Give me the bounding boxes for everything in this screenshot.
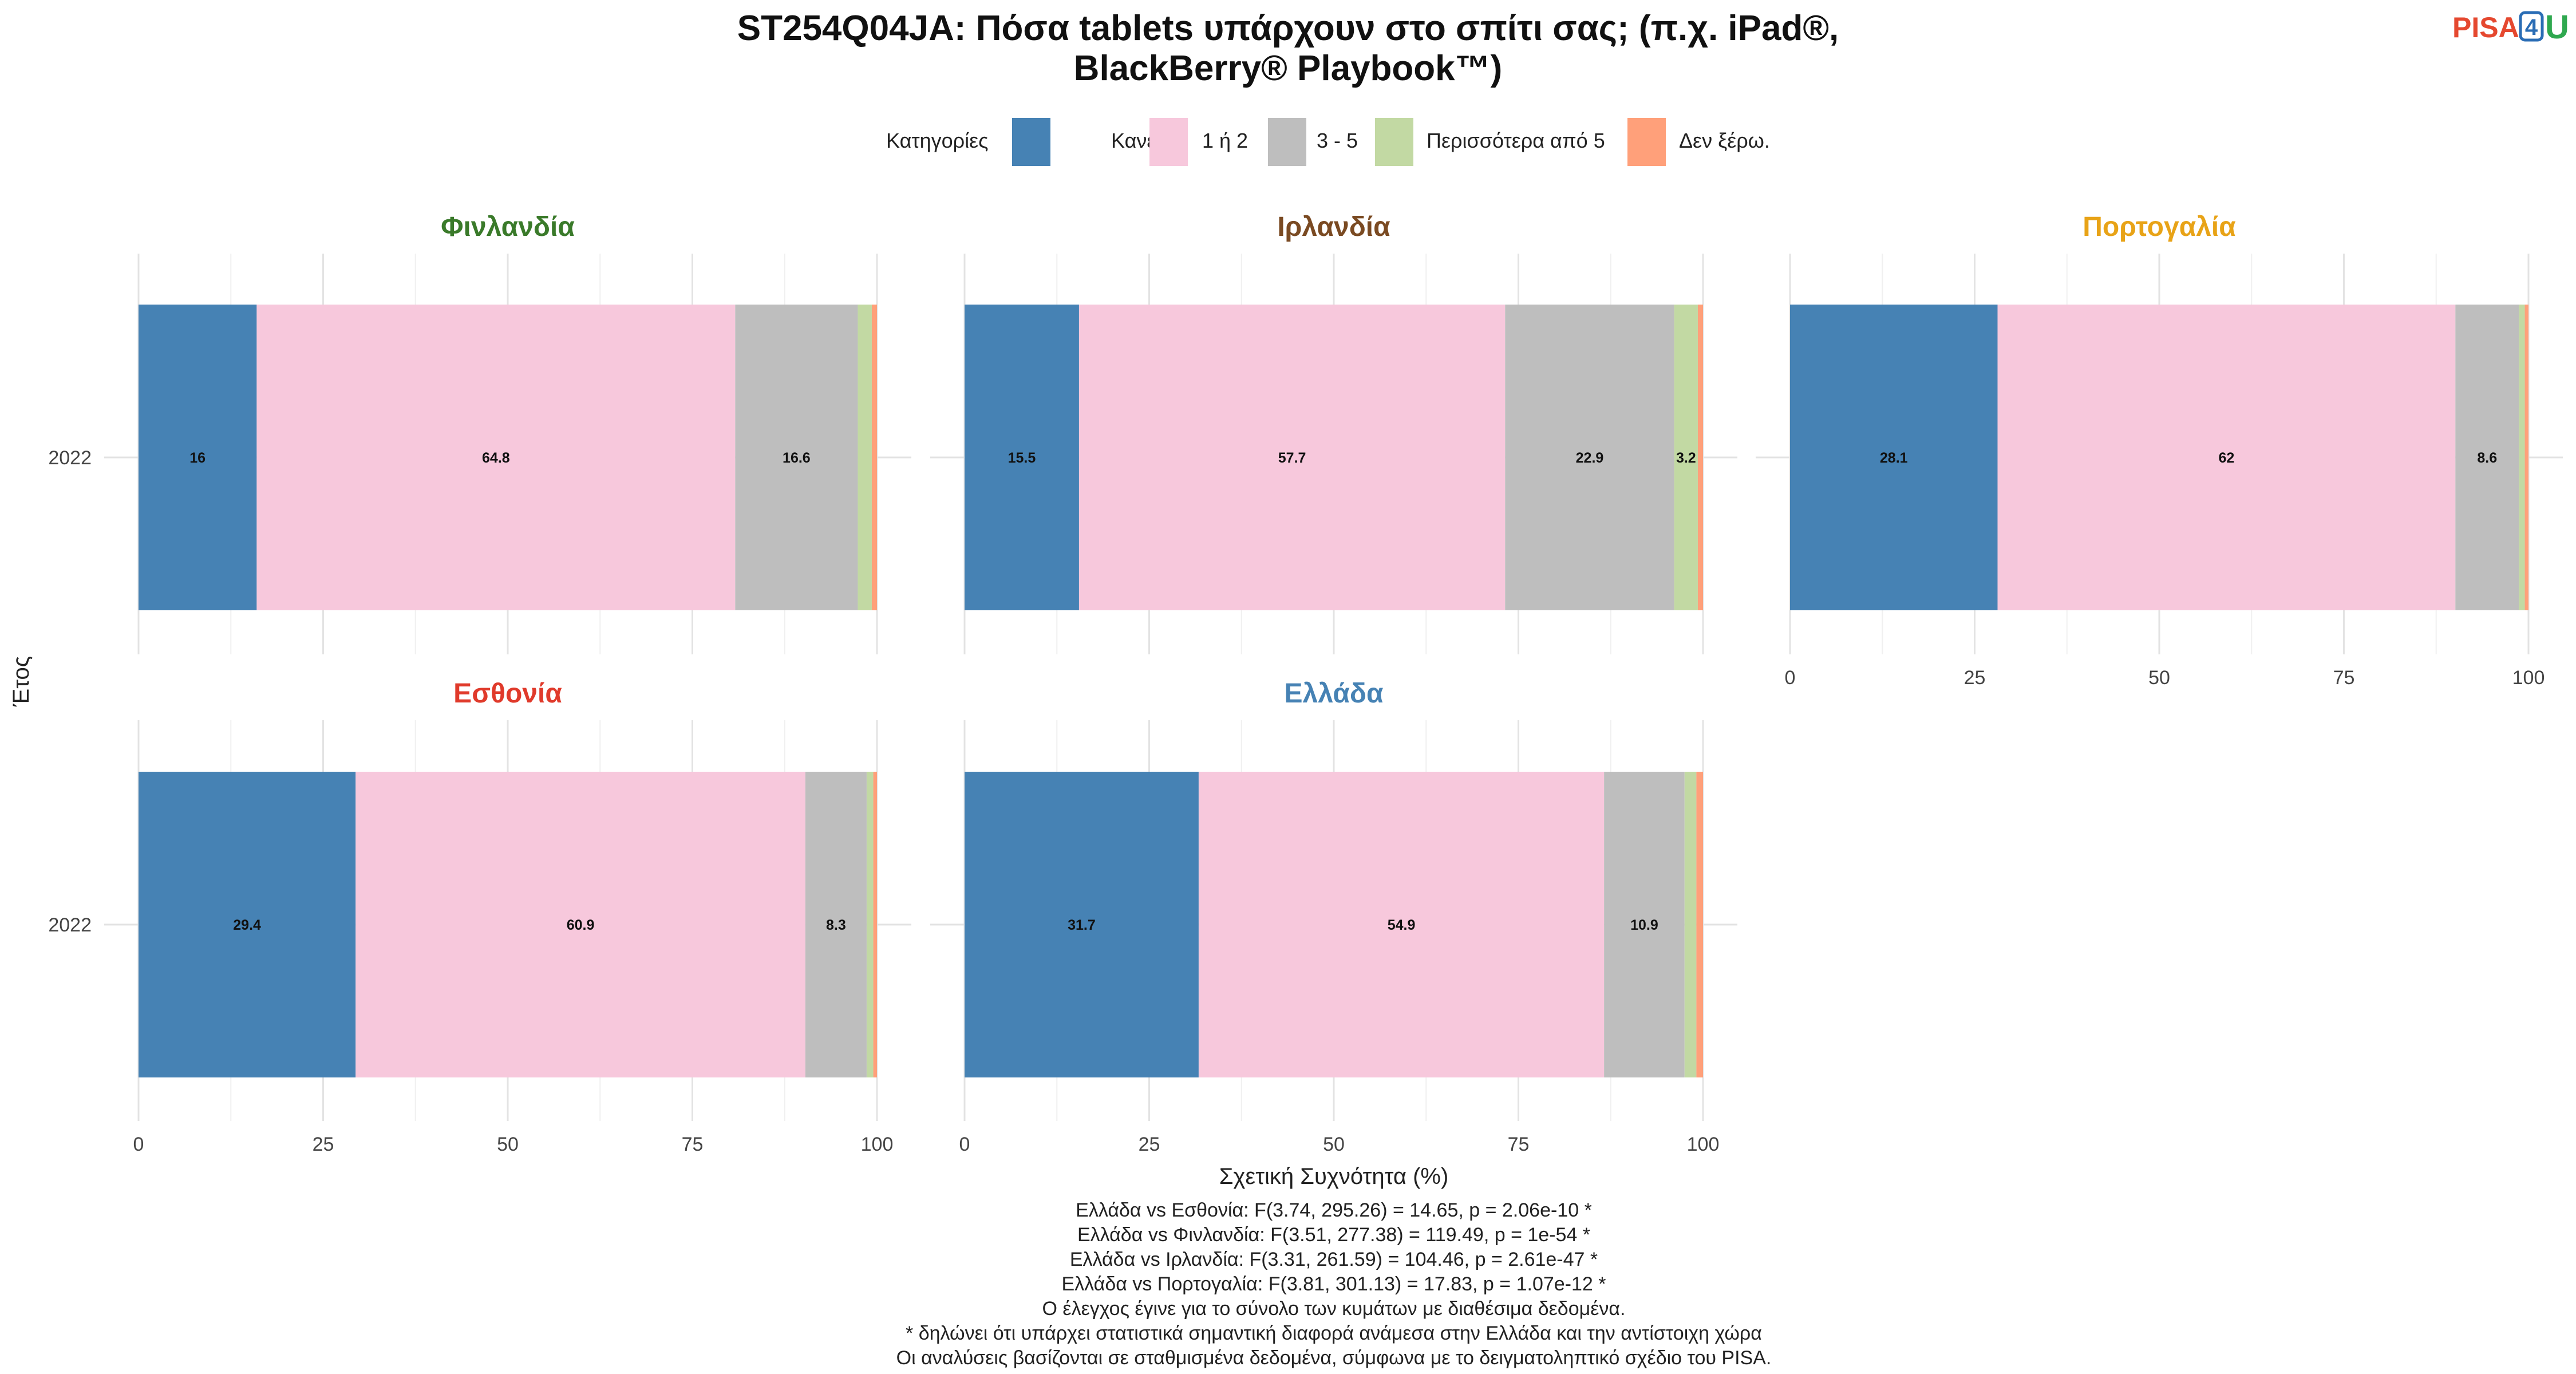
legend-label-3: 3 - 5	[1317, 129, 1358, 152]
logo-digit-box	[2519, 11, 2544, 42]
footnote-line: Ελλάδα vs Πορτογαλία: F(3.81, 301.13) = …	[1062, 1273, 1606, 1295]
x-tick-label: 25	[1964, 667, 1986, 689]
x-tick-label: 0	[133, 1134, 144, 1155]
x-axis-title: Σχετική Συχνότητα (%)	[1219, 1164, 1449, 1189]
panel-title: Εσθονία	[453, 678, 562, 709]
footnotes: Ελλάδα vs Εσθονία: F(3.74, 295.26) = 14.…	[896, 1199, 1772, 1369]
bar-segment	[1078, 305, 1506, 610]
legend-swatch-2	[1149, 118, 1188, 166]
legend-title: Κατηγορίες	[886, 129, 989, 152]
y-axis-title: Έτος	[9, 656, 34, 707]
bar-segment	[1684, 772, 1697, 1077]
bar-value-label: 62	[2218, 450, 2234, 466]
bar-value-label: 54.9	[1388, 917, 1416, 933]
bar-segment	[1790, 305, 1998, 610]
chart-title: ST254Q04JA: Πόσα tablets υπάρχουν στο σπ…	[737, 9, 1839, 88]
panel-1: Φινλανδία 16 64.8 16.6 2022	[48, 212, 911, 654]
panel-5: Ελλάδα 31.7 54.9 10.9 0 25 50 75 100	[930, 678, 1737, 1155]
x-tick-label: 25	[313, 1134, 334, 1155]
x-tick-label: 75	[682, 1134, 704, 1155]
bar-segment	[1997, 305, 2456, 610]
bar-value-label: 57.7	[1278, 450, 1306, 466]
bar-segment	[965, 305, 1079, 610]
panel-title: Φινλανδία	[441, 212, 575, 242]
panel-title: Πορτογαλία	[2083, 212, 2236, 242]
bar-segment	[965, 772, 1199, 1077]
bar-value-label: 16	[189, 450, 206, 466]
bar-segment	[1697, 305, 1703, 610]
bar-value-label: 64.8	[482, 450, 510, 466]
bar-segment	[866, 772, 874, 1077]
x-tick-label: 100	[1687, 1134, 1720, 1155]
legend-swatch-5	[1627, 118, 1666, 166]
logo-u-text: U	[2545, 9, 2569, 46]
legend-label-4: Περισσότερα από 5	[1427, 129, 1605, 152]
bar-value-label: 3.2	[1676, 450, 1696, 466]
bar-segment	[256, 305, 736, 610]
footnote-line: Οι αναλύσεις βασίζονται σε σταθμισμένα δ…	[896, 1347, 1772, 1369]
bar-value-label: 60.9	[567, 917, 595, 933]
bar-segment	[735, 305, 858, 610]
footnote-line: Ελλάδα vs Φινλανδία: F(3.51, 277.38) = 1…	[1077, 1224, 1590, 1246]
x-tick-label: 100	[861, 1134, 894, 1155]
bar-segment	[1505, 305, 1674, 610]
bar-segment	[873, 772, 877, 1077]
x-tick-label: 50	[2148, 667, 2170, 689]
y-tick-label: 2022	[48, 914, 92, 936]
panel-3: Πορτογαλία 28.1 62 8.6 0 25 50 75 100	[1756, 212, 2563, 689]
panel-title: Ιρλανδία	[1277, 212, 1390, 242]
bar-segment	[2524, 305, 2528, 610]
bar-value-label: 29.4	[233, 917, 261, 933]
bar-segment	[1674, 305, 1698, 610]
y-tick-label: 2022	[48, 447, 92, 469]
footnote-line: Ελλάδα vs Ιρλανδία: F(3.31, 261.59) = 10…	[1070, 1249, 1598, 1270]
bar-value-label: 28.1	[1880, 450, 1908, 466]
legend-swatch-4	[1375, 118, 1413, 166]
x-tick-label: 50	[1323, 1134, 1345, 1155]
bar-segment	[858, 305, 872, 610]
logo-pisa-text: PISA	[2452, 11, 2519, 44]
bar-value-label: 8.3	[826, 917, 846, 933]
bar-segment	[355, 772, 805, 1077]
panel-2: Ιρλανδία 15.5 57.7 22.9 3.2	[930, 212, 1737, 654]
bar-segment	[139, 305, 257, 610]
bar-value-label: 31.7	[1068, 917, 1096, 933]
chart-title-line-1: ST254Q04JA: Πόσα tablets υπάρχουν στο σπ…	[737, 9, 1839, 48]
x-tick-label: 0	[1785, 667, 1796, 689]
legend-swatch-3	[1268, 118, 1306, 166]
x-tick-label: 50	[497, 1134, 519, 1155]
footnote-line: * δηλώνει ότι υπάρχει στατιστικά σημαντι…	[906, 1322, 1762, 1344]
logo-digit: 4	[2525, 15, 2538, 40]
bar-segment	[2519, 305, 2525, 610]
panel-title: Ελλάδα	[1285, 678, 1384, 709]
bar-segment	[871, 305, 877, 610]
x-tick-label: 75	[1508, 1134, 1530, 1155]
bar-segment	[805, 772, 867, 1077]
panels: Φινλανδία 16 64.8 16.6 2022 Ιρλανδία 15.5 57.7 2…	[48, 212, 2563, 1155]
footnote-line: Ο έλεγχος έγινε για το σύνολο των κυμάτω…	[1042, 1298, 1626, 1320]
x-tick-label: 100	[2512, 667, 2545, 689]
bar-value-label: 10.9	[1630, 917, 1658, 933]
chart-title-line-2: BlackBerry® Playbook™)	[1074, 49, 1503, 88]
bar-value-label: 16.6	[783, 450, 811, 466]
bar-segment	[139, 772, 356, 1077]
x-tick-label: 25	[1139, 1134, 1160, 1155]
bar-value-label: 22.9	[1576, 450, 1604, 466]
footnote-line: Ελλάδα vs Εσθονία: F(3.74, 295.26) = 14.…	[1076, 1199, 1592, 1221]
legend-label-2: 1 ή 2	[1202, 129, 1248, 152]
bar-segment	[1198, 772, 1605, 1077]
bar-segment	[1604, 772, 1685, 1077]
x-tick-label: 75	[2333, 667, 2355, 689]
legend-swatch-1	[1012, 118, 1050, 166]
bar-segment	[1696, 772, 1703, 1077]
bar-value-label: 15.5	[1008, 450, 1036, 466]
bar-value-label: 8.6	[2477, 450, 2497, 466]
panel-4: Εσθονία 29.4 60.9 8.3 2022 0 25 50 75 100	[48, 678, 911, 1155]
legend-label-5: Δεν ξέρω.	[1679, 129, 1770, 152]
bar-segment	[2455, 305, 2519, 610]
x-tick-label: 0	[959, 1134, 970, 1155]
pisa4u-logo: PISA 4 U	[2452, 9, 2569, 46]
